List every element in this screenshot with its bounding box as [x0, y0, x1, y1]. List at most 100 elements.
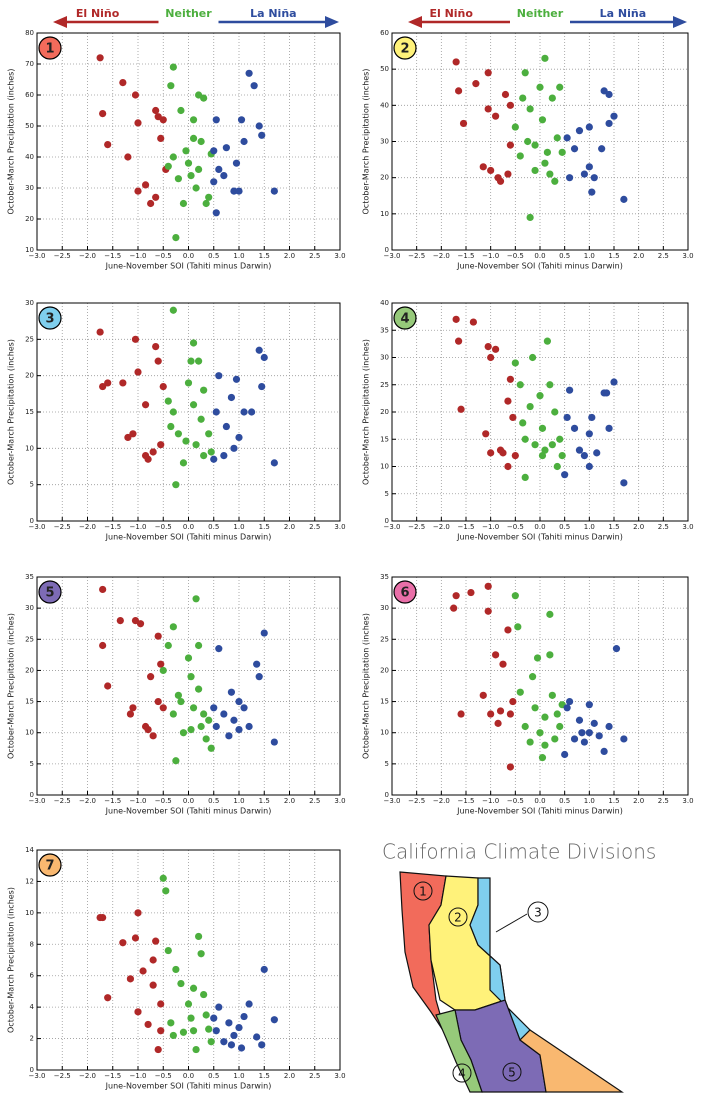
- point: [580, 170, 589, 178]
- point: [212, 722, 220, 731]
- point: [570, 735, 579, 743]
- badge-label: 7: [45, 859, 54, 874]
- point: [184, 159, 193, 167]
- point: [187, 726, 195, 734]
- point: [546, 381, 554, 389]
- x-tick-label: 0.5: [208, 252, 219, 260]
- y-tick-label: 0: [385, 246, 389, 254]
- x-tick-label: −3.0: [29, 1072, 46, 1080]
- point: [212, 408, 220, 416]
- point: [521, 435, 529, 443]
- point: [455, 337, 463, 345]
- x-tick-label: 3.0: [682, 523, 693, 531]
- point: [99, 382, 107, 391]
- point: [124, 433, 132, 442]
- point: [521, 722, 529, 731]
- point: [147, 199, 155, 208]
- x-axis-label: June-November SOI (Tahiti minus Darwin): [456, 262, 623, 271]
- point: [578, 729, 586, 737]
- x-tick-label: −3.0: [384, 252, 401, 260]
- point: [558, 452, 566, 460]
- point: [152, 193, 160, 201]
- point: [546, 610, 554, 618]
- x-tick-label: −1.0: [130, 252, 147, 260]
- x-tick-label: 0.5: [208, 1072, 219, 1080]
- point: [501, 90, 510, 99]
- division-label: 5: [508, 1066, 516, 1080]
- point: [157, 1000, 165, 1008]
- x-tick-label: −2.0: [79, 797, 96, 805]
- x-tick-label: −2.5: [54, 252, 71, 260]
- x-tick-label: −3.0: [29, 797, 46, 805]
- y-tick-label: 25: [380, 635, 389, 643]
- y-tick-label: 30: [380, 604, 389, 612]
- point: [585, 462, 593, 471]
- legend-label: La Niña: [250, 7, 297, 20]
- point: [126, 975, 135, 983]
- y-axis-label: October-March Precipitation (inches): [7, 887, 16, 1033]
- point: [504, 170, 512, 178]
- point: [104, 994, 112, 1002]
- badge: [38, 853, 62, 877]
- point: [202, 735, 210, 743]
- label-circle: [527, 901, 549, 923]
- x-tick-label: 3.0: [682, 797, 693, 805]
- point: [533, 654, 542, 662]
- x-tick-label: 3.0: [334, 1072, 345, 1080]
- point: [141, 181, 150, 189]
- point: [506, 710, 514, 718]
- point: [179, 729, 188, 737]
- point: [195, 641, 203, 650]
- badge: [393, 306, 417, 330]
- map-title: California Climate Divisions: [382, 840, 656, 864]
- x-tick-label: 2.5: [309, 797, 320, 805]
- x-tick-label: 2.0: [284, 1072, 295, 1080]
- point: [134, 1008, 142, 1016]
- point: [240, 408, 248, 416]
- point: [159, 874, 167, 882]
- point: [215, 165, 223, 173]
- point: [467, 588, 475, 597]
- point: [149, 981, 157, 989]
- point: [235, 726, 243, 734]
- point: [519, 419, 527, 427]
- point: [195, 165, 203, 173]
- point: [134, 909, 142, 917]
- point: [164, 162, 172, 170]
- point: [119, 79, 127, 87]
- point: [543, 337, 552, 345]
- point: [200, 452, 208, 460]
- point: [484, 582, 492, 590]
- y-tick-label: 10: [25, 444, 34, 452]
- x-tick-label: −2.0: [433, 797, 450, 805]
- x-tick-label: −1.0: [130, 523, 147, 531]
- point: [531, 166, 539, 175]
- point: [580, 738, 589, 746]
- point: [177, 979, 185, 988]
- x-tick-label: −2.5: [54, 523, 71, 531]
- x-tick-label: 2.5: [658, 523, 669, 531]
- point: [164, 641, 172, 650]
- point: [570, 145, 579, 153]
- x-axis-label: June-November SOI (Tahiti minus Darwin): [105, 533, 272, 542]
- point: [541, 446, 549, 454]
- point: [548, 94, 556, 102]
- point: [487, 166, 495, 175]
- x-tick-label: 1.5: [259, 797, 270, 805]
- x-tick-label: 0.5: [208, 797, 219, 805]
- point: [511, 359, 519, 367]
- point: [99, 585, 107, 594]
- badge-label: 4: [400, 312, 409, 327]
- point: [600, 747, 608, 756]
- point: [212, 209, 220, 217]
- point: [169, 408, 177, 416]
- point: [205, 193, 213, 201]
- point: [235, 1023, 243, 1032]
- point: [189, 401, 198, 409]
- callout-line: [495, 913, 528, 933]
- point: [598, 145, 606, 153]
- point: [212, 1027, 220, 1035]
- badge: [38, 36, 62, 60]
- point: [553, 462, 561, 471]
- point: [245, 69, 253, 77]
